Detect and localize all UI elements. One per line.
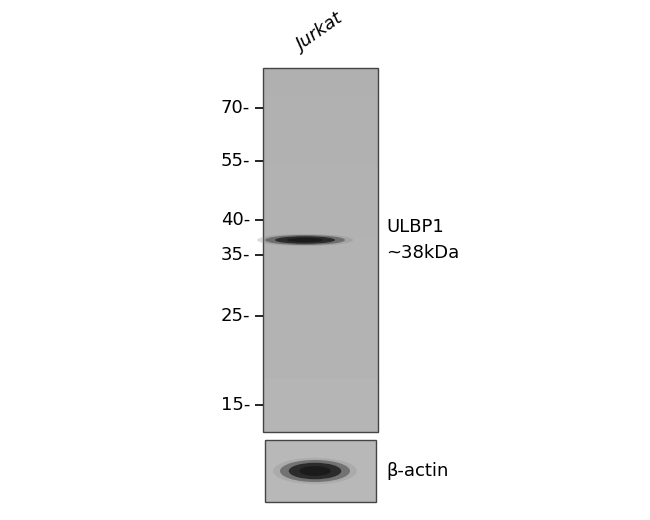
Text: 15-: 15- <box>220 396 250 414</box>
Text: 25-: 25- <box>220 307 250 325</box>
Ellipse shape <box>265 235 345 245</box>
Ellipse shape <box>289 463 341 479</box>
Text: Jurkat: Jurkat <box>293 10 346 55</box>
Ellipse shape <box>275 236 335 244</box>
Bar <box>263 68 378 432</box>
Bar <box>265 440 376 502</box>
Text: 55-: 55- <box>220 152 250 170</box>
Ellipse shape <box>280 460 350 482</box>
Ellipse shape <box>257 234 353 246</box>
Ellipse shape <box>273 458 357 484</box>
Text: ULBP1
~38kDa: ULBP1 ~38kDa <box>386 218 460 262</box>
Ellipse shape <box>299 466 331 476</box>
Text: 40-: 40- <box>221 211 250 229</box>
Text: 35-: 35- <box>220 246 250 264</box>
Text: 70-: 70- <box>221 99 250 117</box>
Text: β-actin: β-actin <box>386 462 448 480</box>
Ellipse shape <box>287 238 323 242</box>
